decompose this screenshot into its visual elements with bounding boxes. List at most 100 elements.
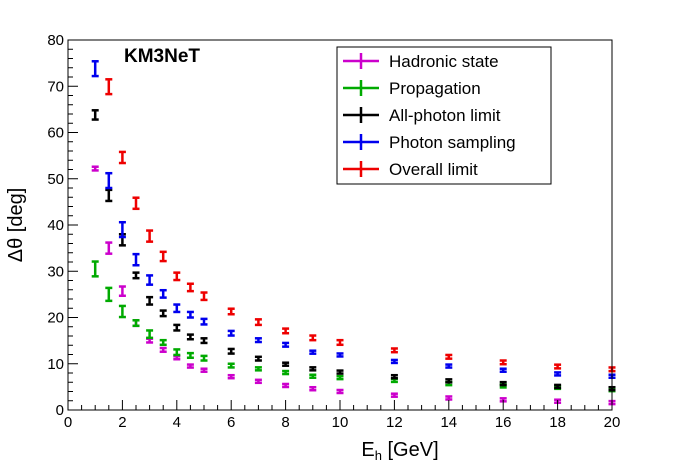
x-tick-label: 6 [227, 414, 235, 431]
x-tick-label: 16 [495, 414, 512, 431]
data-point-all-photon-limit [445, 378, 453, 384]
x-tick-label: 10 [332, 414, 349, 431]
data-point-photon-sampling [554, 371, 562, 377]
data-point-photon-sampling [200, 317, 208, 326]
data-point-propagation [227, 362, 235, 369]
x-axis-title-unit: [GeV] [382, 439, 439, 461]
legend-label-hadronic-state: Hadronic state [389, 52, 499, 71]
data-point-overall-limit [336, 338, 344, 347]
data-point-hadronic-state [445, 395, 453, 401]
y-tick-label: 70 [47, 78, 64, 95]
axis-ticks: 0 2 4 6 8 10 12 14 16 18 20 0 10 20 30 40 50 60 70 80 [47, 32, 620, 431]
x-tick-label: 8 [281, 414, 289, 431]
x-axis-title-subscript: h [375, 448, 382, 463]
data-point-all-photon-limit [105, 188, 113, 203]
data-point-all-photon-limit [227, 347, 235, 355]
data-point-photon-sampling [227, 329, 235, 337]
data-point-photon-sampling [105, 171, 113, 190]
data-point-propagation [336, 374, 344, 381]
x-tick-label: 12 [386, 414, 403, 431]
data-point-overall-limit [499, 359, 507, 366]
data-point-propagation [118, 304, 126, 319]
data-point-propagation [173, 348, 181, 357]
legend-label-propagation: Propagation [389, 79, 481, 98]
data-point-photon-sampling [146, 274, 154, 286]
data-point-all-photon-limit [146, 295, 154, 306]
data-point-hadronic-state [254, 378, 262, 385]
y-tick-label: 0 [56, 402, 64, 419]
data-point-all-photon-limit [159, 309, 167, 318]
data-point-overall-limit [554, 363, 562, 370]
data-point-overall-limit [227, 307, 235, 316]
x-tick-label: 20 [604, 414, 621, 431]
legend-marker-all-photon-limit [343, 107, 379, 123]
data-point-propagation [146, 329, 154, 340]
legend-marker-propagation [343, 80, 379, 96]
data-point-overall-limit [445, 353, 453, 360]
data-point-propagation [105, 286, 113, 303]
data-point-hadronic-state [146, 337, 154, 344]
data-point-overall-limit [173, 271, 181, 282]
annotation-label: KM3NeT [124, 46, 200, 67]
data-point-hadronic-state [105, 241, 113, 255]
data-point-photon-sampling [173, 303, 181, 314]
legend-label-photon-sampling: Photon sampling [389, 133, 516, 152]
data-point-hadronic-state [227, 373, 235, 380]
data-point-all-photon-limit [499, 380, 507, 387]
data-point-propagation [254, 366, 262, 372]
data-point-all-photon-limit [336, 369, 344, 375]
data-point-photon-sampling [309, 349, 317, 355]
y-tick-label: 10 [47, 356, 64, 373]
y-tick-label: 60 [47, 125, 64, 142]
data-point-propagation [309, 373, 317, 379]
data-point-photon-sampling [499, 367, 507, 373]
data-point-hadronic-state [282, 382, 290, 389]
data-point-all-photon-limit [173, 323, 181, 332]
data-point-overall-limit [159, 250, 167, 263]
x-tick-label: 14 [440, 414, 457, 431]
data-point-hadronic-state [118, 285, 126, 298]
data-point-hadronic-state [200, 367, 208, 373]
data-point-overall-limit [254, 318, 262, 327]
data-point-propagation [282, 369, 290, 376]
data-point-photon-sampling [445, 363, 453, 369]
y-tick-label: 20 [47, 310, 64, 327]
data-point-overall-limit [132, 196, 140, 211]
data-point-photon-sampling [186, 310, 194, 319]
data-point-photon-sampling [390, 358, 398, 365]
legend-label-all-photon-limit: All-photon limit [389, 106, 501, 125]
data-point-all-photon-limit [282, 361, 290, 367]
x-tick-label: 4 [173, 414, 181, 431]
legend-label-overall-limit: Overall limit [389, 160, 478, 179]
data-point-hadronic-state [173, 354, 181, 361]
data-point-photon-sampling [91, 60, 99, 78]
data-point-propagation [159, 338, 167, 347]
data-point-photon-sampling [336, 352, 344, 358]
data-point-photon-sampling [159, 288, 167, 299]
data-point-propagation [200, 354, 208, 362]
data-point-all-photon-limit [554, 383, 562, 390]
data-point-propagation [186, 351, 194, 359]
data-point-overall-limit [390, 347, 398, 354]
data-point-overall-limit [105, 78, 113, 96]
y-tick-label: 50 [47, 171, 64, 188]
data-point-hadronic-state [159, 346, 167, 353]
y-tick-label: 80 [47, 32, 64, 49]
data-point-all-photon-limit [309, 366, 317, 372]
x-tick-label: 0 [64, 414, 72, 431]
y-tick-label: 40 [47, 217, 64, 234]
data-point-overall-limit [200, 291, 208, 302]
data-point-all-photon-limit [390, 373, 398, 380]
data-point-overall-limit [146, 229, 154, 243]
data-point-all-photon-limit [254, 355, 262, 362]
x-tick-label: 2 [118, 414, 126, 431]
data-point-overall-limit [309, 334, 317, 342]
data-point-hadronic-state [390, 392, 398, 398]
data-point-overall-limit [118, 150, 126, 165]
data-point-overall-limit [282, 327, 290, 335]
data-point-all-photon-limit [91, 109, 99, 121]
legend-marker-hadronic-state [343, 53, 379, 69]
data-point-all-photon-limit [132, 271, 140, 280]
x-axis-title-main: E [361, 439, 374, 461]
